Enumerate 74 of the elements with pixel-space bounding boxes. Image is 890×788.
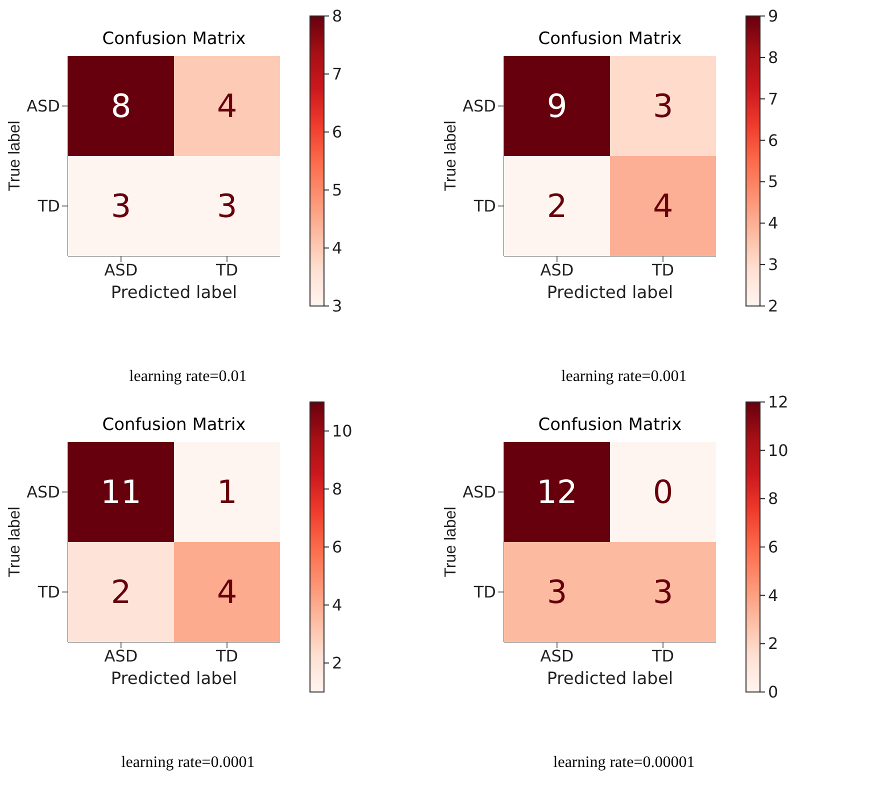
x-axis-title: Predicted label: [110, 283, 238, 304]
color-bar-label: 8: [332, 480, 342, 498]
data-label: 3: [216, 187, 238, 225]
data-label: 3: [110, 187, 132, 225]
color-bar-label: 12: [768, 392, 788, 412]
color-bar-label: 10: [332, 422, 352, 440]
y-tick-label: TD: [36, 196, 60, 216]
color-bar-label: 8: [768, 489, 778, 508]
x-tick-label: ASD: [104, 260, 138, 280]
y-axis-title: True label: [6, 120, 24, 192]
y-tick-label: ASD: [462, 482, 496, 502]
color-bar-label: 2: [332, 654, 342, 672]
color-bar-label: 4: [768, 214, 778, 233]
data-label: 3: [652, 87, 674, 125]
data-label: 1: [216, 473, 238, 511]
data-label: 12: [536, 473, 578, 511]
color-bar-label: 2: [768, 634, 778, 654]
text: learning rate=0.00001: [552, 754, 696, 772]
chart-title: Confusion Matrix: [538, 29, 682, 49]
text: learning rate=0.0001: [120, 754, 256, 772]
data-label: 3: [652, 573, 674, 611]
x-axis-title: Predicted label: [546, 283, 674, 304]
chart-title: Confusion Matrix: [102, 415, 246, 435]
color-bar-label: 5: [332, 180, 342, 200]
x-tick-label: TD: [650, 646, 674, 666]
x-tick-label: ASD: [104, 646, 138, 666]
data-label: 0: [652, 473, 674, 511]
text: learning rate=0.001: [560, 368, 688, 386]
chart-title: Confusion Matrix: [538, 415, 682, 435]
x-axis-title: Predicted label: [110, 669, 238, 690]
data-label: 11: [100, 473, 142, 511]
data-label: 9: [546, 87, 568, 125]
color-bar-label: 5: [768, 172, 778, 192]
y-tick-label: ASD: [462, 96, 496, 116]
color-bar-label: 7: [768, 89, 778, 108]
color-bar-label: 3: [332, 296, 342, 316]
color-bar-label: 6: [332, 122, 342, 142]
x-tick-label: ASD: [540, 646, 574, 666]
x-tick-label: TD: [214, 646, 238, 666]
y-tick-label: TD: [472, 196, 496, 216]
y-tick-label: TD: [472, 582, 496, 602]
color-bar-label: 3: [768, 255, 778, 274]
y-axis-title: True label: [6, 506, 24, 578]
y-tick-label: ASD: [26, 482, 60, 502]
color-bar-label: 9: [768, 6, 778, 26]
chart-title: Confusion Matrix: [102, 29, 246, 49]
y-axis-title: True label: [442, 120, 460, 192]
x-axis-title: Predicted label: [546, 669, 674, 690]
color-bar-label: 7: [332, 64, 342, 84]
data-label: 4: [652, 187, 674, 225]
color-bar-label: 6: [768, 538, 778, 556]
color-bar-label: 6: [332, 538, 342, 556]
x-tick-label: TD: [650, 260, 674, 280]
color-bar-label: 4: [332, 238, 342, 258]
data-label: 3: [546, 573, 568, 611]
color-bar-label: 4: [768, 586, 778, 605]
data-label: 2: [110, 573, 132, 611]
color-bar-label: 4: [332, 596, 342, 614]
data-label: 8: [110, 87, 132, 125]
data-label: 4: [216, 87, 238, 125]
data-label: 4: [216, 573, 238, 611]
data-label: 2: [546, 187, 568, 225]
x-tick-label: ASD: [540, 260, 574, 280]
y-axis-title: True label: [442, 506, 460, 578]
color-bar-label: 10: [768, 440, 788, 460]
y-tick-label: TD: [36, 582, 60, 602]
color-bar-label: 0: [768, 682, 778, 702]
color-bar-label: 8: [332, 6, 342, 26]
text: learning rate=0.01: [128, 368, 248, 386]
color-bar-label: 2: [768, 296, 778, 316]
color-bar-label: 8: [768, 48, 778, 67]
x-tick-label: TD: [214, 260, 238, 280]
color-bar-label: 6: [768, 130, 778, 150]
y-tick-label: ASD: [26, 96, 60, 116]
